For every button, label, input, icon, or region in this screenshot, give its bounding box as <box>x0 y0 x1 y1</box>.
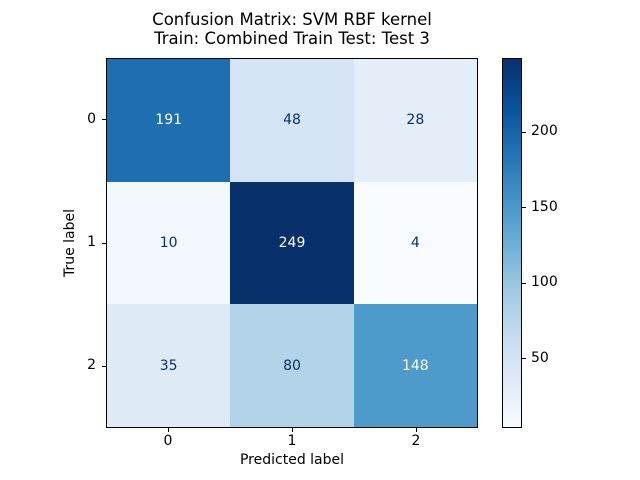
matrix-cell-2-1: 80 <box>230 304 354 427</box>
matrix-cell-0-2: 28 <box>353 59 477 182</box>
x-tick-label-1: 1 <box>287 433 297 449</box>
x-tick-mark-1 <box>291 428 293 432</box>
colorbar-tick-mark-3 <box>522 131 526 133</box>
colorbar <box>502 58 522 428</box>
colorbar-tick-mark-0 <box>522 358 526 360</box>
colorbar-tick-mark-2 <box>522 207 526 208</box>
colorbar-tick-label-0: 50 <box>531 349 549 366</box>
heatmap-plot-area: 191 48 28 10 249 4 35 80 148 <box>106 58 478 428</box>
colorbar-tick-label-3: 200 <box>531 123 558 139</box>
colorbar-tick-label-2: 150 <box>531 198 558 215</box>
x-tick-mark-2 <box>415 428 417 432</box>
chart-title: Confusion Matrix: SVM RBF kernel Train: … <box>106 10 478 48</box>
colorbar-tick-label-1: 100 <box>531 274 558 291</box>
y-tick-mark-2 <box>102 365 106 367</box>
y-tick-label-0: 0 <box>87 110 96 127</box>
matrix-cell-0-1: 48 <box>230 59 354 182</box>
y-tick-mark-1 <box>102 242 106 244</box>
matrix-cell-2-0: 35 <box>107 304 231 427</box>
chart-title-line2: Train: Combined Train Test: Test 3 <box>154 29 430 48</box>
y-tick-label-1: 1 <box>87 234 96 250</box>
chart-title-line1: Confusion Matrix: SVM RBF kernel <box>152 10 432 29</box>
matrix-cell-2-2: 148 <box>353 304 477 427</box>
y-tick-label-2: 2 <box>87 357 96 374</box>
matrix-cell-1-0: 10 <box>107 181 231 305</box>
matrix-cell-1-2: 4 <box>353 181 477 305</box>
colorbar-tick-mark-1 <box>522 282 526 284</box>
y-tick-mark-0 <box>102 119 106 121</box>
matrix-cell-0-0: 191 <box>107 59 231 182</box>
matrix-cell-1-1: 249 <box>230 181 354 305</box>
x-tick-label-2: 2 <box>411 433 421 449</box>
x-tick-label-0: 0 <box>163 433 173 449</box>
x-axis-label: Predicted label <box>239 452 345 468</box>
x-tick-mark-0 <box>167 428 169 432</box>
